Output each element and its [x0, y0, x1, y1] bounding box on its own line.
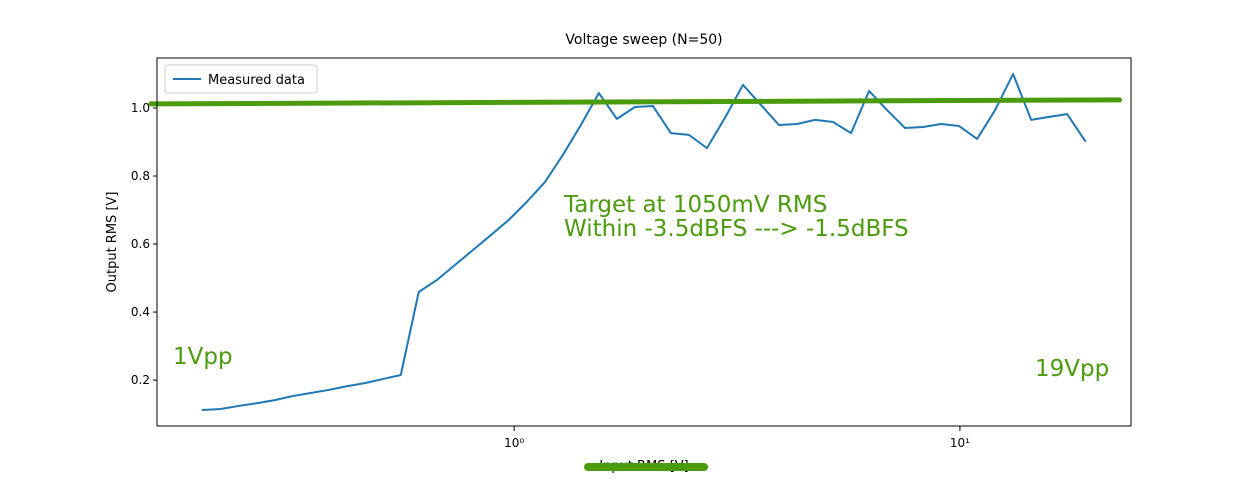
line — [201, 72, 1087, 412]
y-tick-label: 0.2 — [131, 373, 150, 387]
x-tick-label: 10⁰ — [504, 436, 524, 450]
annotation: 1Vpp — [173, 344, 233, 370]
y-tick-label: 1.0 — [131, 101, 150, 115]
plot-frame — [156, 57, 1132, 427]
y-tick-label: 0.6 — [131, 237, 150, 251]
y-tick-label: 0.8 — [131, 169, 150, 183]
annotation: 19Vpp — [1035, 356, 1109, 382]
line — [148, 97, 1122, 107]
legend-box — [164, 64, 318, 94]
annotation: Within -3.5dBFS ---> -1.5dBFS — [564, 216, 909, 242]
annotation: Target at 1050mV RMS — [563, 192, 827, 218]
y-tick-label: 0.4 — [131, 305, 150, 319]
y-axis-label: Output RMS [V] — [105, 192, 120, 293]
legend-label: Measured data — [208, 73, 305, 88]
x-tick-label: 10¹ — [950, 436, 970, 450]
chart-title: Voltage sweep (N=50) — [565, 32, 722, 48]
